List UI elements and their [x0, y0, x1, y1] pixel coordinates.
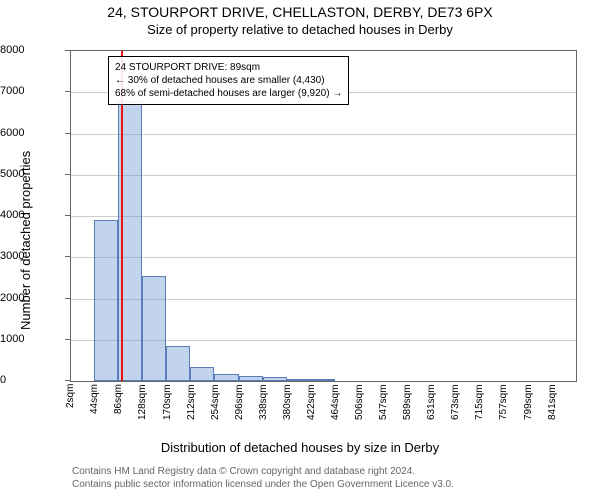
x-tick-label: 799sqm — [523, 384, 534, 434]
y-tick-mark — [65, 339, 70, 340]
y-tick-label: 0 — [0, 374, 62, 386]
y-tick-mark — [65, 50, 70, 51]
x-tick-label: 715sqm — [474, 384, 485, 434]
x-tick-label: 673sqm — [450, 384, 461, 434]
x-tick-label: 841sqm — [547, 384, 558, 434]
bar — [239, 376, 263, 381]
y-tick-mark — [65, 298, 70, 299]
x-tick-label: 128sqm — [137, 384, 148, 434]
gridline — [71, 134, 576, 135]
footer-text-2: Contains public sector information licen… — [72, 479, 454, 490]
x-tick-label: 86sqm — [113, 384, 124, 434]
y-tick-mark — [65, 174, 70, 175]
bar — [94, 220, 118, 381]
bar — [214, 374, 238, 381]
x-tick-label: 631sqm — [426, 384, 437, 434]
y-tick-label: 4000 — [0, 209, 62, 221]
y-tick-mark — [65, 91, 70, 92]
x-tick-label: 254sqm — [210, 384, 221, 434]
y-tick-mark — [65, 256, 70, 257]
x-tick-label: 296sqm — [234, 384, 245, 434]
x-tick-label: 422sqm — [306, 384, 317, 434]
x-tick-label: 506sqm — [354, 384, 365, 434]
y-tick-mark — [65, 133, 70, 134]
y-tick-label: 3000 — [0, 250, 62, 262]
y-tick-label: 2000 — [0, 292, 62, 304]
bar — [263, 377, 287, 381]
gridline — [71, 257, 576, 258]
gridline — [71, 175, 576, 176]
y-tick-label: 1000 — [0, 333, 62, 345]
x-tick-label: 589sqm — [402, 384, 413, 434]
x-tick-label: 380sqm — [282, 384, 293, 434]
bar — [311, 379, 335, 381]
x-tick-label: 464sqm — [330, 384, 341, 434]
page-title: 24, STOURPORT DRIVE, CHELLASTON, DERBY, … — [0, 4, 600, 20]
page-subtitle: Size of property relative to detached ho… — [0, 22, 600, 37]
annotation-box: 24 STOURPORT DRIVE: 89sqm ← 30% of detac… — [108, 56, 349, 105]
x-tick-label: 547sqm — [378, 384, 389, 434]
bar — [142, 276, 166, 381]
annotation-line: 68% of semi-detached houses are larger (… — [115, 87, 342, 100]
x-tick-label: 757sqm — [498, 384, 509, 434]
annotation-line: 24 STOURPORT DRIVE: 89sqm — [115, 61, 342, 74]
gridline — [71, 216, 576, 217]
y-tick-mark — [65, 215, 70, 216]
x-tick-label: 170sqm — [162, 384, 173, 434]
x-tick-label: 44sqm — [89, 384, 100, 434]
footer-text-1: Contains HM Land Registry data © Crown c… — [72, 466, 415, 477]
annotation-line: ← 30% of detached houses are smaller (4,… — [115, 74, 342, 87]
x-tick-label: 2sqm — [65, 384, 76, 434]
bar — [190, 367, 214, 381]
y-tick-label: 5000 — [0, 168, 62, 180]
x-axis-label: Distribution of detached houses by size … — [0, 440, 600, 455]
y-tick-label: 7000 — [0, 85, 62, 97]
y-tick-label: 6000 — [0, 127, 62, 139]
bar — [166, 346, 190, 381]
x-tick-label: 212sqm — [186, 384, 197, 434]
bar — [287, 379, 311, 381]
y-tick-label: 8000 — [0, 44, 62, 56]
x-tick-label: 338sqm — [258, 384, 269, 434]
y-tick-mark — [65, 380, 70, 381]
